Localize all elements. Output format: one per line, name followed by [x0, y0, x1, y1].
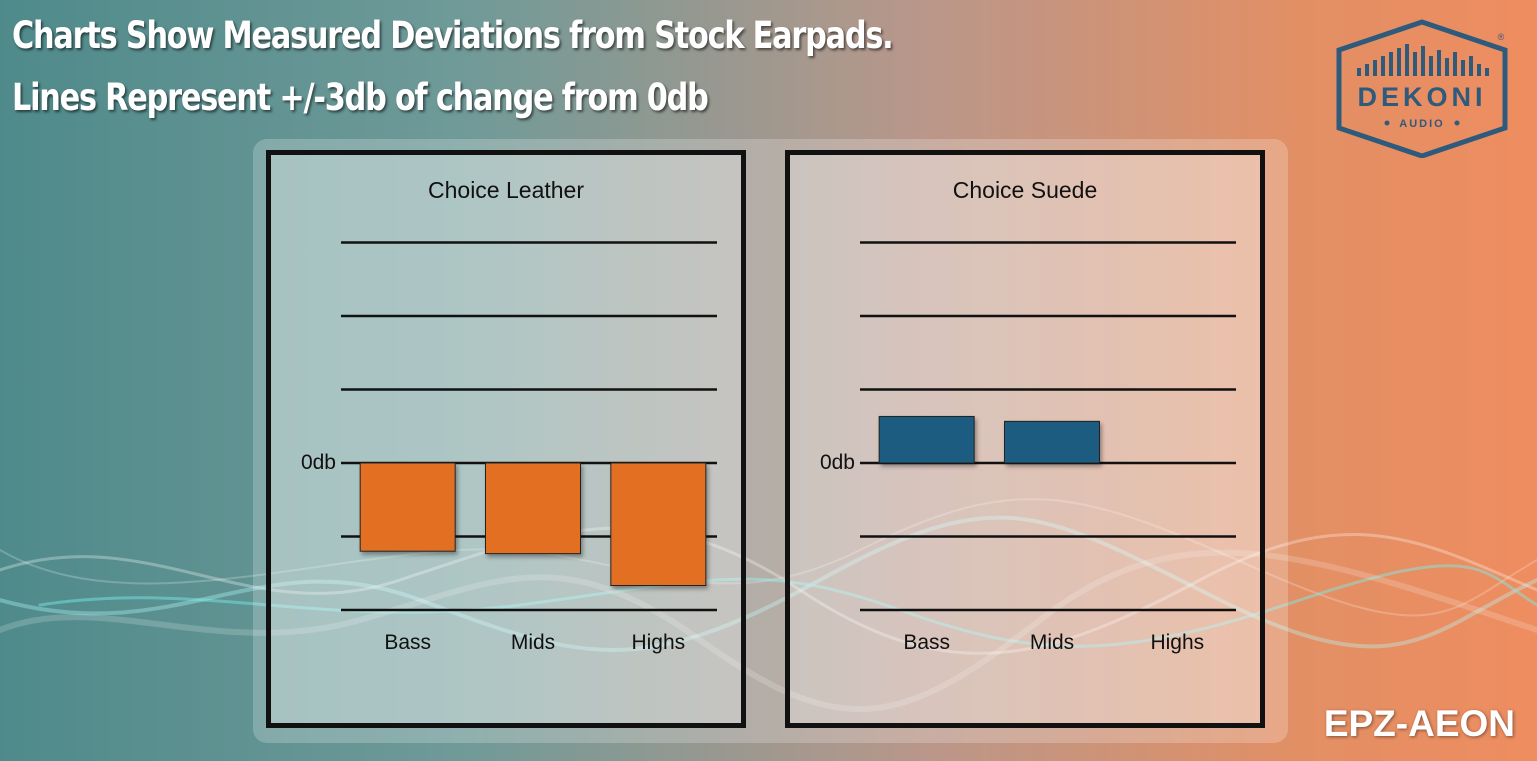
chart-panel-suede: Choice Suede 0db Bass Mids Highs [785, 150, 1265, 728]
registered-mark: ® [1498, 32, 1505, 42]
bar-mids [485, 462, 581, 555]
category-label-highs: Highs [1150, 631, 1204, 654]
model-name: EPZ-AEON [1323, 703, 1515, 744]
category-label-bass: Bass [903, 631, 950, 654]
chart-panel-leather: Choice Leather 0db Bass Mids Highs [266, 150, 746, 728]
bar-bass [878, 415, 975, 464]
bar-bass [359, 462, 456, 552]
category-label-bass: Bass [384, 631, 431, 654]
dekoni-audio-logo: DEKONI AUDIO ® [1336, 19, 1508, 158]
zero-label: 0db [820, 451, 855, 474]
brand-name: DEKONI [1357, 82, 1486, 112]
chart-title: Choice Suede [953, 177, 1098, 203]
chart-leather: Choice Leather 0db Bass Mids Highs [301, 177, 717, 654]
charts-backdrop [253, 139, 1288, 743]
bar-mids [1004, 420, 1100, 464]
brand-sub: AUDIO [1399, 118, 1444, 130]
chart-title: Choice Leather [428, 177, 584, 203]
category-label-mids: Mids [511, 631, 555, 654]
bar-highs [610, 462, 707, 586]
chart-suede: Choice Suede 0db Bass Mids Highs [820, 177, 1236, 654]
category-label-mids: Mids [1030, 631, 1074, 654]
zero-label: 0db [301, 451, 336, 474]
headline-line-1: Charts Show Measured Deviations from Sto… [12, 14, 894, 57]
equalizer-bars-icon [1357, 44, 1489, 76]
headline-line-2: Lines Represent +/-3db of change from 0d… [12, 76, 709, 119]
category-label-highs: Highs [631, 631, 685, 654]
